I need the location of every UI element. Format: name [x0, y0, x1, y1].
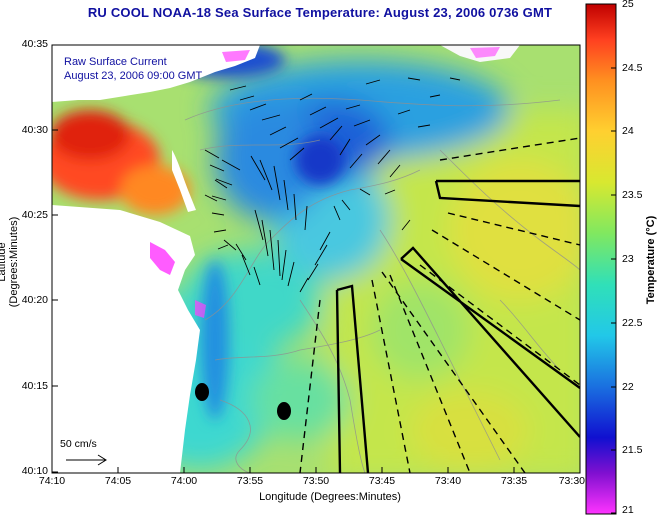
colorbar-tick: 22: [622, 381, 634, 393]
xtick-label: 73:55: [236, 475, 264, 487]
xtick-label: 74:10: [38, 475, 66, 487]
xtick-label: 73:30: [558, 475, 585, 487]
ytick-label: 40:35: [21, 38, 48, 50]
ytick-label: 40:25: [21, 209, 48, 221]
colorbar-tick: 22.5: [622, 317, 643, 329]
ytick-label: 40:15: [21, 380, 48, 392]
xtick-label: 73:50: [302, 475, 330, 487]
xtick-label: 74:05: [104, 475, 132, 487]
scale-arrow: [66, 454, 107, 466]
colorbar-tick: 21: [622, 504, 634, 516]
current-vectors: [204, 77, 461, 293]
xtick-label: 73:45: [368, 475, 396, 487]
overlay-line-2: August 23, 2006 09:00 GMT: [64, 70, 203, 82]
figure-title: RU COOL NOAA-18 Sea Surface Temperature:…: [87, 5, 553, 20]
mooring-marker-2: [277, 402, 291, 420]
y-axis-label: Latitude (Degrees:Minutes): [0, 216, 20, 308]
ytick-label: 40:30: [21, 124, 48, 136]
colorbar-tick: 23.5: [622, 189, 643, 201]
mooring-marker-1: [195, 383, 209, 401]
overlay-line-1: Raw Surface Current: [64, 56, 167, 68]
colorbar-tick: 25: [622, 0, 634, 10]
scale-label: 50 cm/s: [60, 438, 97, 450]
xtick-label: 73:35: [500, 475, 528, 487]
colorbar-tick: 24.5: [622, 62, 643, 74]
sst-field: [52, 45, 580, 473]
colorbar-tick: 23: [622, 253, 634, 265]
ytick-label: 40:10: [21, 465, 48, 477]
x-axis-label: Longitude (Degrees:Minutes): [259, 491, 401, 503]
xtick-label: 74:00: [170, 475, 198, 487]
xtick-label: 73:40: [434, 475, 462, 487]
colorbar-tick: 21.5: [622, 444, 643, 456]
ytick-label: 40:20: [21, 294, 48, 306]
colorbar-tick: 24: [622, 125, 634, 137]
colorbar-label: Temperature (°C): [645, 215, 657, 305]
